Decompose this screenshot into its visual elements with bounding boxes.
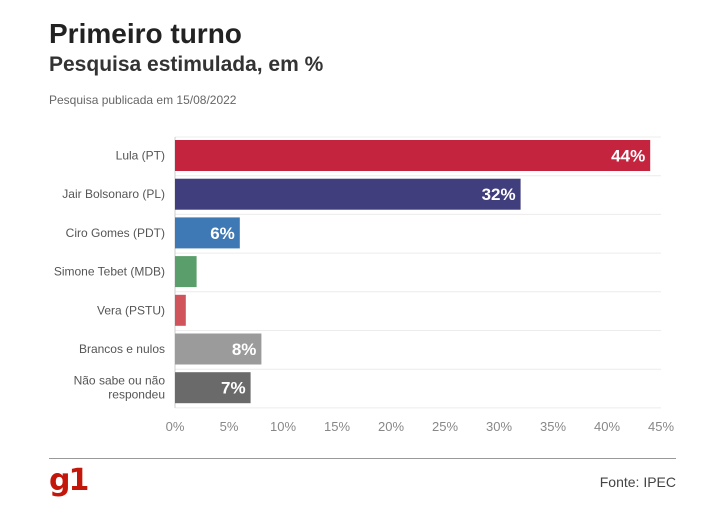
data-label: 32% (482, 185, 516, 204)
x-tick-label: 25% (432, 419, 458, 434)
category-label: Brancos e nulos (79, 342, 165, 356)
category-label: Vera (PSTU) (97, 303, 165, 317)
x-tick-label: 40% (594, 419, 620, 434)
chart-subtitle: Pesquisa estimulada, em % (49, 53, 324, 76)
x-tick-label: 0% (166, 419, 185, 434)
data-label: 6% (210, 224, 235, 243)
chart-title: Primeiro turno (49, 18, 242, 49)
category-label: Simone Tebet (MDB) (54, 265, 165, 279)
bar (175, 333, 262, 365)
bar (175, 217, 240, 249)
bar (175, 294, 186, 326)
publication-note: Pesquisa publicada em 15/08/2022 (49, 93, 237, 107)
bar (175, 140, 651, 171)
category-label: Ciro Gomes (PDT) (66, 226, 165, 240)
bar (175, 372, 251, 404)
g1-logo: g1 (49, 463, 89, 498)
x-tick-label: 45% (648, 419, 674, 434)
bars: Lula (PT) 44% Jair Bolsonaro (PL) 32% Ciro G… (54, 140, 651, 404)
bar (175, 178, 521, 210)
x-tick-label: 35% (540, 419, 566, 434)
category-label: Lula (PT) (116, 149, 165, 163)
x-tick-label: 10% (270, 419, 296, 434)
grid-lines (174, 136, 661, 409)
x-axis: 0% 5% 10% 15% 20% 25% 30% 35% 40% 45% (166, 419, 675, 434)
category-label: Jair Bolsonaro (PL) (62, 187, 165, 201)
x-tick-label: 15% (324, 419, 350, 434)
footer-divider (49, 458, 676, 459)
x-tick-label: 20% (378, 419, 404, 434)
x-tick-label: 5% (220, 419, 239, 434)
bar (175, 256, 197, 288)
source-note: Fonte: IPEC (599, 474, 676, 490)
data-label: 8% (232, 340, 257, 359)
category-label: Não sabe ou não respondeu (74, 374, 166, 402)
x-tick-label: 30% (486, 419, 512, 434)
data-label: 7% (221, 379, 246, 398)
data-label: 44% (611, 147, 645, 166)
